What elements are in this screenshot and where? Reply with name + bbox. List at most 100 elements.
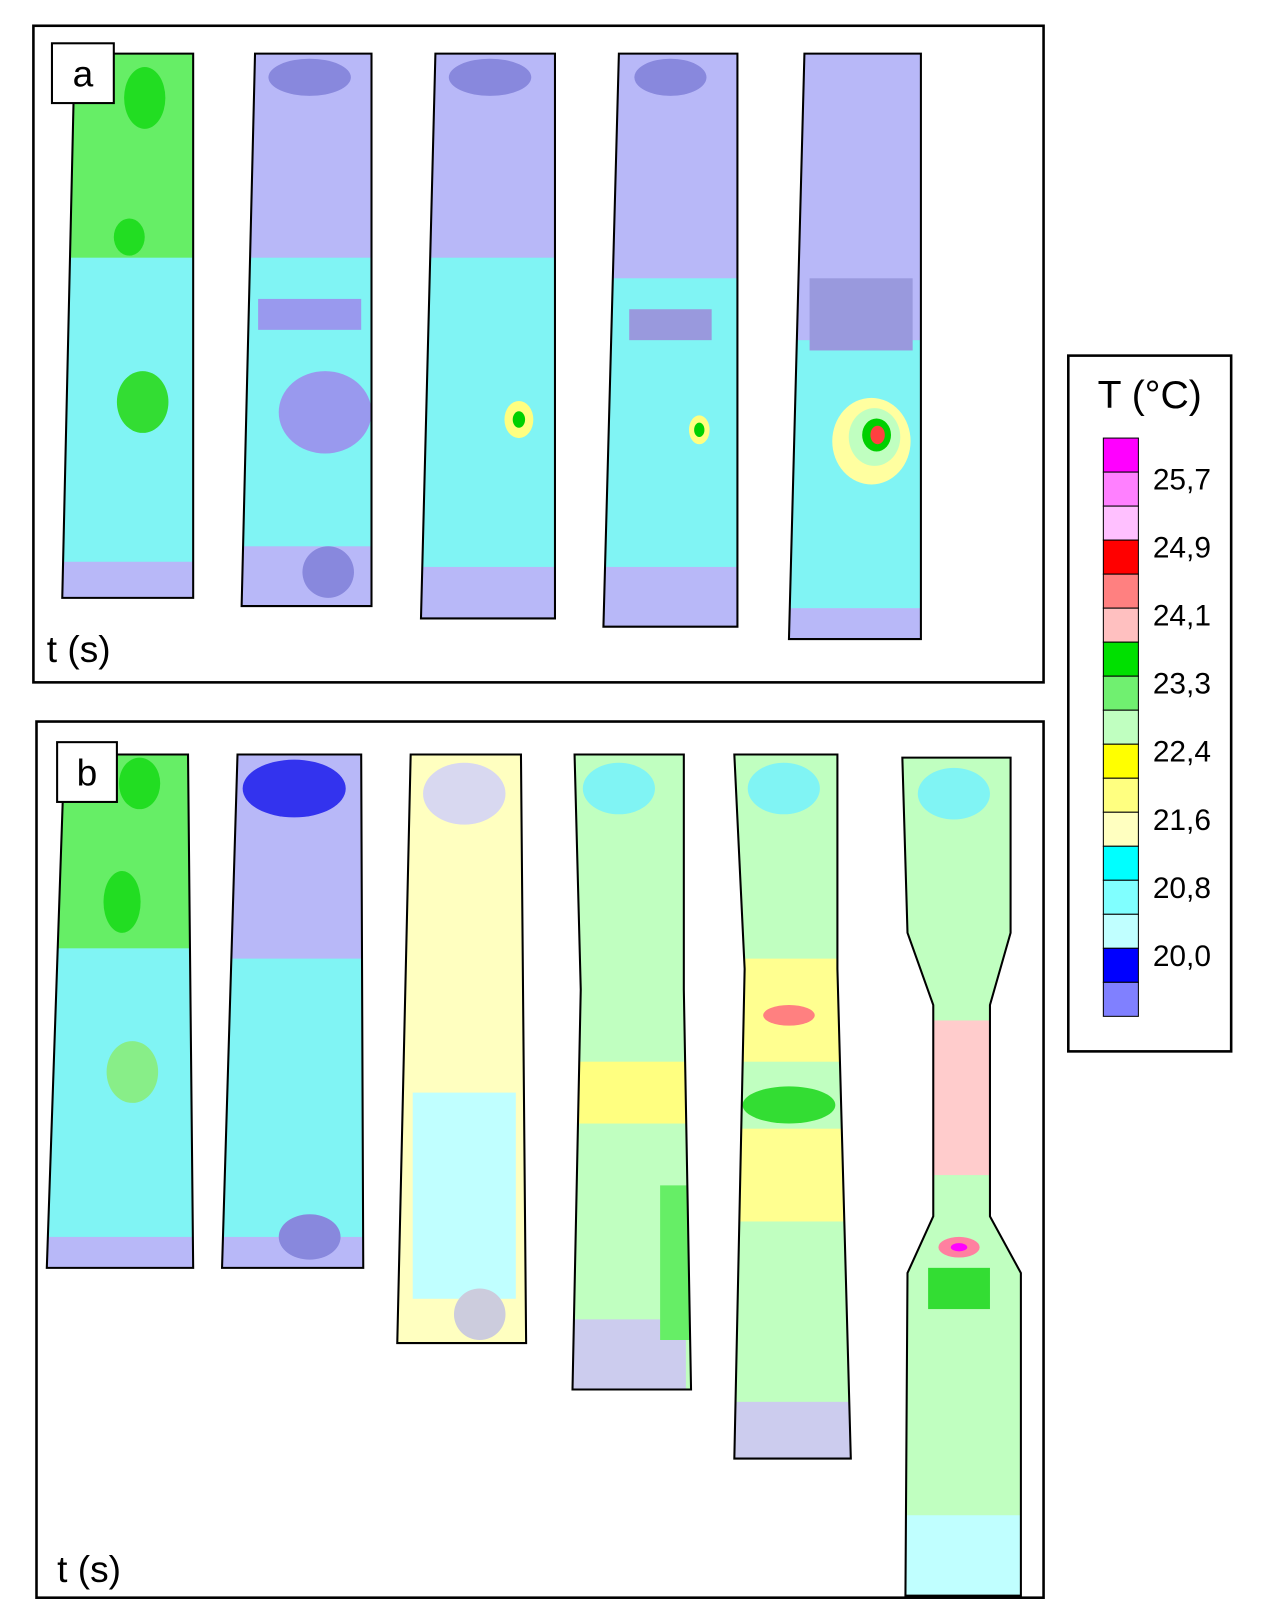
thermal-region bbox=[412, 1092, 516, 1299]
thermal-region bbox=[582, 762, 655, 815]
thermal-images bbox=[45, 52, 1022, 1597]
color-swatch bbox=[1102, 607, 1139, 643]
thermal-region bbox=[809, 278, 913, 351]
thermal-region bbox=[453, 1288, 506, 1340]
thermal-region bbox=[258, 298, 362, 330]
thermal-region bbox=[423, 762, 506, 825]
thermal-region bbox=[763, 1005, 815, 1026]
panel-a-label-box bbox=[50, 42, 115, 105]
specimen bbox=[397, 754, 527, 1344]
color-swatch bbox=[1102, 947, 1139, 983]
specimen-outline bbox=[787, 52, 922, 641]
thermal-region bbox=[420, 257, 555, 567]
colorbar-label: 21,6 bbox=[1153, 804, 1211, 837]
colorbar-label: 22,4 bbox=[1153, 736, 1211, 769]
thermal-region bbox=[902, 1515, 1021, 1596]
specimen-outline bbox=[220, 753, 365, 1269]
colorbar-label: 24,1 bbox=[1153, 600, 1211, 633]
thermal-region bbox=[742, 1086, 836, 1124]
colorbar bbox=[1102, 437, 1139, 1017]
legend-frame bbox=[1067, 354, 1233, 1053]
legend: T (°C) 25,7 24,9 24,1 23,3 22,4 21,6 20,8 20,0 bbox=[1067, 354, 1233, 1053]
color-swatch bbox=[1102, 981, 1139, 1017]
thermal-region bbox=[629, 309, 712, 341]
thermal-region bbox=[950, 1243, 968, 1252]
panel-a-axis-label: t (s) bbox=[47, 628, 111, 670]
panel-b-frame bbox=[35, 720, 1045, 1599]
thermal-region bbox=[917, 767, 990, 820]
specimen bbox=[603, 53, 738, 627]
panel-a-label: a bbox=[73, 53, 94, 95]
specimen-outline bbox=[901, 756, 1022, 1597]
colorbar-label: 24,9 bbox=[1153, 532, 1211, 565]
thermal-region bbox=[928, 1020, 990, 1176]
color-swatch bbox=[1102, 675, 1139, 711]
color-swatch bbox=[1102, 709, 1139, 745]
specimen bbox=[62, 53, 194, 598]
thermal-region bbox=[747, 762, 820, 815]
specimen-outline bbox=[45, 753, 195, 1269]
thermal-region bbox=[870, 425, 885, 445]
specimen bbox=[734, 754, 851, 1459]
thermal-region bbox=[124, 67, 166, 129]
color-swatch bbox=[1102, 573, 1139, 609]
thermal-region bbox=[103, 871, 141, 933]
specimen bbox=[572, 754, 692, 1390]
thermal-region bbox=[113, 218, 145, 256]
specimen bbox=[222, 754, 364, 1268]
colorbar-label: 20,8 bbox=[1153, 872, 1211, 905]
colorbar-label: 25,7 bbox=[1153, 464, 1211, 497]
color-swatch bbox=[1102, 505, 1139, 541]
thermal-region bbox=[660, 1185, 692, 1340]
specimen bbox=[420, 53, 555, 619]
color-swatch bbox=[1102, 845, 1139, 881]
specimen-outline bbox=[571, 753, 693, 1391]
specimen bbox=[788, 53, 921, 640]
thermal-region bbox=[46, 1236, 194, 1268]
thermal-region bbox=[734, 1128, 851, 1222]
colorbar-labels: 25,7 24,9 24,1 23,3 22,4 21,6 20,8 20,0 bbox=[1153, 464, 1211, 973]
thermal-region bbox=[222, 958, 364, 1237]
thermal-region bbox=[242, 759, 346, 818]
color-swatch bbox=[1102, 879, 1139, 915]
thermal-region bbox=[572, 1061, 686, 1124]
thermal-region bbox=[118, 757, 161, 810]
thermal-region bbox=[302, 546, 354, 598]
colorbar-label: 20,0 bbox=[1153, 940, 1211, 973]
colorbar-label: 23,3 bbox=[1153, 668, 1211, 701]
thermal-region bbox=[62, 561, 194, 598]
specimen bbox=[46, 754, 194, 1268]
specimen-outline bbox=[396, 753, 528, 1345]
color-swatch bbox=[1102, 539, 1139, 575]
color-swatch bbox=[1102, 811, 1139, 847]
thermal-region bbox=[512, 411, 526, 428]
thermal-region bbox=[106, 1041, 159, 1103]
color-swatch bbox=[1102, 437, 1139, 473]
thermal-region bbox=[116, 371, 169, 433]
specimen bbox=[902, 757, 1021, 1596]
thermal-region bbox=[734, 1401, 851, 1459]
specimen-outline bbox=[602, 52, 739, 628]
thermal-region bbox=[268, 58, 351, 96]
thermal-region bbox=[46, 948, 194, 1258]
thermal-region bbox=[634, 58, 707, 96]
thermal-region bbox=[278, 1214, 341, 1260]
color-swatch bbox=[1102, 743, 1139, 779]
legend-title: T (°C) bbox=[1098, 374, 1202, 417]
color-swatch bbox=[1102, 641, 1139, 677]
thermal-region bbox=[928, 1267, 990, 1310]
color-swatch bbox=[1102, 913, 1139, 949]
specimen-outline bbox=[733, 753, 852, 1460]
specimen-base bbox=[902, 757, 1021, 1596]
specimen bbox=[241, 53, 372, 607]
panel-b-label: b bbox=[77, 751, 98, 793]
panel-b-label-box bbox=[56, 741, 118, 803]
color-swatch bbox=[1102, 777, 1139, 813]
color-swatch bbox=[1102, 471, 1139, 507]
specimen-outline bbox=[61, 52, 195, 599]
panel-a-frame bbox=[32, 24, 1045, 684]
thermal-region bbox=[448, 58, 532, 96]
thermal-region bbox=[694, 422, 705, 438]
